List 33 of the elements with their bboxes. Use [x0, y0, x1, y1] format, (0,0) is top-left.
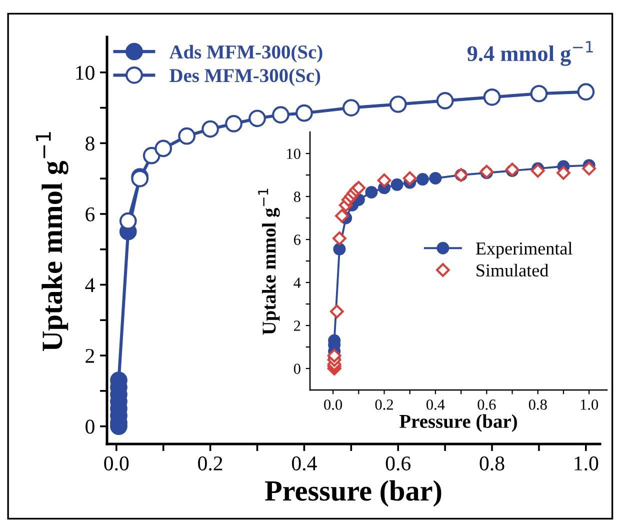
x-tick-label: 0.6 [386, 456, 411, 471]
x-tick-label: 0.2 [375, 399, 393, 410]
legend-label: Ads MFM-300(Sc) [169, 44, 322, 63]
legend-label: Experimental [476, 242, 572, 258]
y-tick-label: 4 [85, 278, 95, 292]
y-tick-label: 8 [294, 192, 300, 202]
annotation: 9.4 mmol g$^{−1}$ [467, 41, 593, 66]
y-tick-label: 10 [287, 148, 300, 159]
x-tick-label: 0.8 [528, 399, 547, 410]
legend-label: Simulated [476, 264, 548, 277]
x-tick-label: 0.4 [426, 399, 445, 410]
y-tick-label: 6 [294, 234, 301, 245]
x-tick-label: 1.0 [574, 456, 598, 471]
y-tick-label: 0 [294, 364, 300, 374]
y-tick-label: 10 [76, 66, 94, 80]
x-tick-label: 1.0 [580, 399, 598, 410]
x-tick-label: 0.6 [478, 399, 496, 410]
x-tick-label: 0.0 [104, 456, 129, 471]
y-axis-title: Uptake mmol g$^{−1}$ [258, 188, 280, 335]
y-tick-label: 8 [86, 136, 94, 151]
y-axis-title: Uptake mmol g$^{−1}$ [36, 132, 68, 352]
x-tick-label: 0.8 [480, 456, 504, 471]
legend-label: Des MFM-300(Sc) [170, 68, 320, 86]
x-tick-label: 0.4 [292, 456, 317, 471]
y-tick-label: 6 [86, 207, 95, 222]
y-tick-label: 0 [86, 420, 94, 434]
y-tick-label: 2 [294, 320, 300, 331]
x-axis-title: Pressure (bar) [400, 414, 517, 432]
x-axis-title: Pressure (bar) [265, 480, 442, 507]
y-tick-label: 2 [86, 348, 94, 363]
y-tick-label: 4 [294, 278, 301, 288]
x-tick-label: 0.2 [198, 456, 222, 471]
x-tick-label: 0.0 [324, 399, 342, 410]
